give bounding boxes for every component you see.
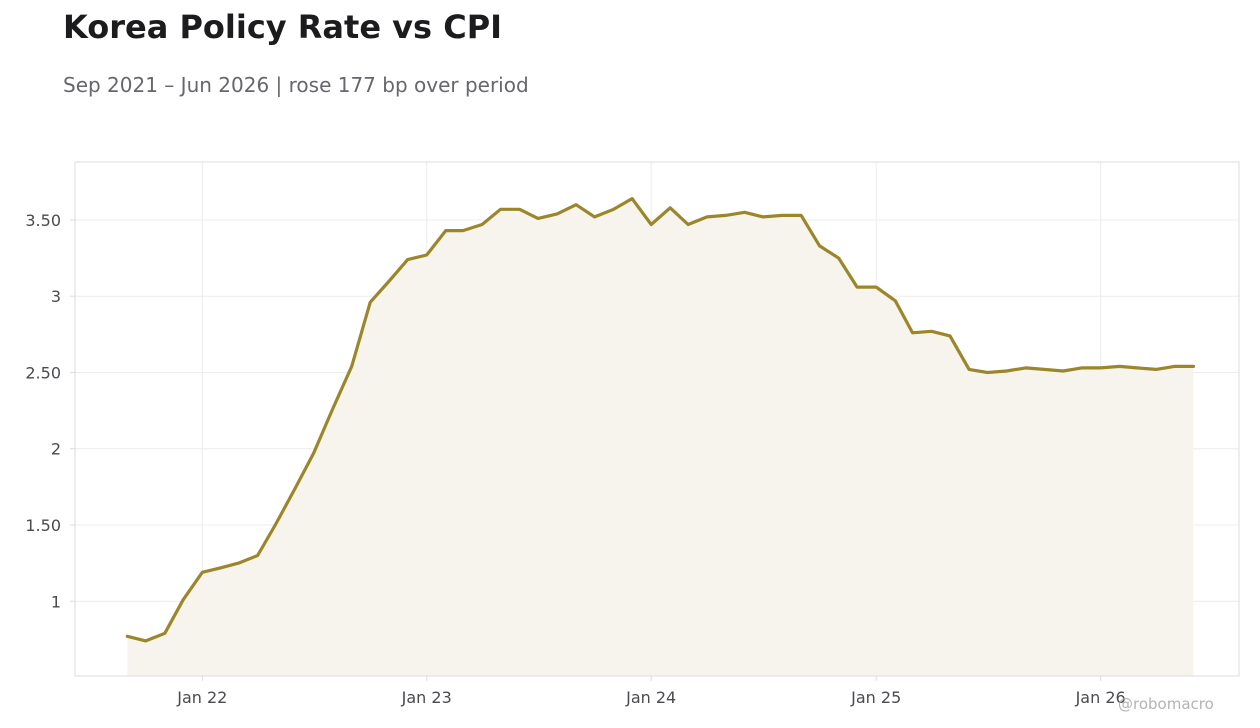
data-point	[593, 215, 596, 219]
data-point	[555, 212, 559, 216]
plot-frame	[74, 161, 1240, 677]
y-tick-label: 3	[51, 287, 61, 306]
data-point	[518, 208, 521, 211]
y-tick-label: 3.50	[25, 211, 61, 230]
data-point	[1173, 365, 1176, 368]
data-point	[780, 214, 784, 217]
watermark: @robomacro	[1118, 695, 1214, 713]
data-point	[574, 203, 578, 206]
data-point	[875, 285, 878, 289]
data-point	[369, 301, 372, 304]
series-line	[125, 197, 1196, 643]
data-point	[182, 598, 185, 601]
data-point	[499, 208, 502, 211]
data-point	[201, 571, 204, 574]
data-point	[256, 554, 259, 557]
x-tick-label: Jan 25	[850, 688, 901, 707]
data-point	[669, 206, 672, 209]
x-tick-label: Jan 23	[401, 688, 452, 707]
x-tick-label: Jan 22	[176, 688, 227, 707]
data-point	[425, 253, 428, 257]
data-point	[986, 371, 989, 374]
data-point	[686, 223, 690, 226]
data-point	[761, 215, 765, 219]
data-point	[274, 522, 278, 525]
data-point	[948, 334, 952, 338]
axis-ticks: 1 1.50 2 2.50 3 3.50 Jan 22 Jan 23 Jan 24 Jan 25 J…	[25, 211, 1125, 707]
data-point	[444, 229, 447, 232]
data-point	[293, 487, 297, 490]
data-point	[630, 197, 634, 200]
data-point	[126, 635, 129, 638]
data-point	[743, 211, 746, 214]
data-point	[911, 331, 914, 334]
data-point	[837, 256, 840, 260]
data-point	[220, 566, 223, 569]
data-point	[461, 229, 465, 232]
data-point	[536, 217, 540, 220]
data-point	[930, 330, 933, 333]
data-point	[967, 368, 971, 371]
data-point	[855, 285, 859, 289]
data-point	[388, 279, 391, 283]
y-tick-label: 1.50	[25, 516, 61, 535]
data-point	[331, 407, 334, 411]
data-point	[894, 299, 897, 302]
x-tick-label: Jan 24	[625, 688, 676, 707]
chart-subtitle: Sep 2021 – Jun 2026 | rose 177 bp over p…	[63, 73, 529, 97]
data-point	[350, 365, 353, 368]
data-point	[237, 561, 240, 565]
data-point	[1024, 366, 1027, 370]
series-area	[127, 198, 1194, 676]
data-points	[126, 197, 1195, 643]
x-tick-label: Jan 26	[1075, 688, 1126, 707]
y-tick-label: 2	[51, 440, 61, 459]
data-point	[1135, 366, 1139, 370]
data-point	[1154, 368, 1158, 371]
data-point	[144, 639, 147, 643]
data-point	[1099, 366, 1102, 370]
data-point	[705, 215, 709, 219]
data-point	[312, 452, 315, 455]
data-point	[1005, 369, 1008, 373]
data-point	[480, 223, 484, 226]
data-point	[724, 214, 727, 217]
data-point	[406, 258, 409, 261]
data-point	[163, 632, 166, 635]
data-point	[800, 214, 803, 217]
data-point	[1192, 365, 1195, 368]
y-tick-label: 1	[51, 592, 61, 611]
data-point	[1061, 369, 1065, 373]
data-point	[650, 223, 653, 226]
chart-title: Korea Policy Rate vs CPI	[63, 8, 503, 46]
data-point	[1042, 368, 1046, 371]
data-point	[1118, 365, 1121, 368]
data-point	[612, 208, 615, 211]
data-point	[818, 244, 821, 248]
y-tick-label: 2.50	[25, 363, 61, 382]
data-point	[1080, 366, 1083, 370]
